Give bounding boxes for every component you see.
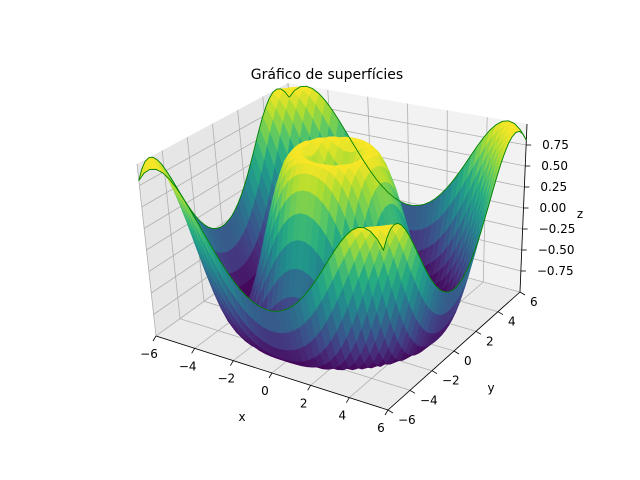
y-tick-label: 4 xyxy=(508,315,516,329)
y-tick-mark xyxy=(453,350,460,355)
y-tick-label: −2 xyxy=(442,374,460,388)
z-tick-label: 0.00 xyxy=(540,201,567,215)
z-tick-label: −0.50 xyxy=(538,243,575,257)
y-tick-label: −4 xyxy=(420,393,438,407)
x-axis-label: x xyxy=(238,410,245,424)
y-tick-mark xyxy=(431,370,438,375)
x-tick-label: 4 xyxy=(339,409,347,423)
y-tick-mark xyxy=(409,389,416,394)
x-tick-mark xyxy=(229,360,234,366)
y-axis-label: y xyxy=(487,381,494,395)
x-tick-label: −6 xyxy=(140,347,158,361)
y-tick-label: −6 xyxy=(398,413,416,427)
x-tick-mark xyxy=(268,372,273,379)
x-tick-label: 2 xyxy=(300,396,308,410)
y-tick-mark xyxy=(519,291,526,296)
y-tick-label: 6 xyxy=(530,295,538,309)
z-tick-label: 0.50 xyxy=(541,159,568,173)
surface-back-edge xyxy=(288,85,527,207)
z-tick-label: 0.75 xyxy=(542,138,569,152)
x-tick-mark xyxy=(307,385,312,391)
x-tick-mark xyxy=(152,335,157,342)
x-tick-label: 6 xyxy=(377,421,385,435)
y-tick-label: 0 xyxy=(464,354,472,368)
x-tick-label: −4 xyxy=(179,359,197,373)
y-tick-mark xyxy=(497,311,504,316)
x-tick-label: 0 xyxy=(261,384,269,398)
tick-marks-and-labels: −6−4−20246−6−4−20246−0.75−0.50−0.250.000… xyxy=(140,138,575,435)
x-tick-mark xyxy=(384,409,389,416)
x-tick-mark xyxy=(191,348,196,354)
x-tick-label: −2 xyxy=(217,372,235,386)
y-tick-mark xyxy=(475,330,482,335)
surface-mesh xyxy=(138,85,527,371)
y-tick-mark xyxy=(387,409,394,414)
surface-left-edge xyxy=(138,88,290,229)
z-tick-label: −0.25 xyxy=(539,222,576,236)
surface-front-edge xyxy=(138,130,527,312)
z-axis-label: z xyxy=(577,207,583,221)
x-tick-mark xyxy=(345,397,350,403)
y-tick-label: 2 xyxy=(486,334,494,348)
z-tick-label: 0.25 xyxy=(540,180,567,194)
chart-title: Gráfico de superfícies xyxy=(251,67,403,83)
z-tick-label: −0.75 xyxy=(537,264,574,278)
